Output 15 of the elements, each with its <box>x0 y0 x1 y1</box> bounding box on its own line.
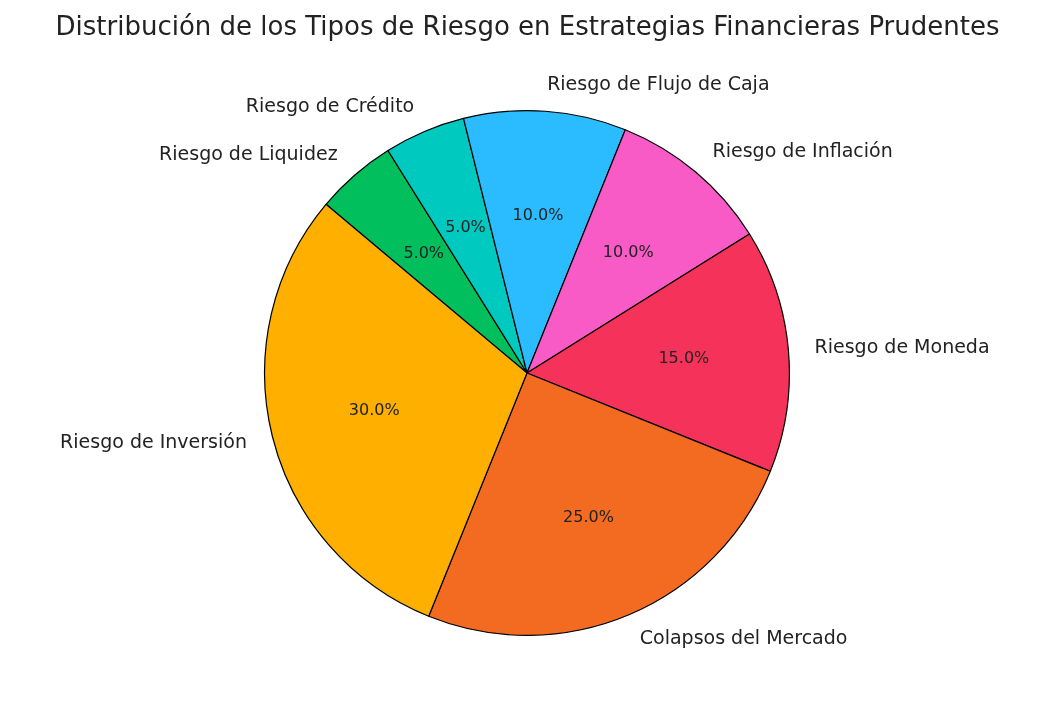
slice-label: Riesgo de Liquidez <box>159 142 338 165</box>
data-label: 25.0% <box>563 507 614 527</box>
data-label: 10.0% <box>512 205 564 225</box>
slice-label: Riesgo de Inflación <box>712 138 893 161</box>
data-label: 5.0% <box>403 243 445 263</box>
data-label: 10.0% <box>602 241 654 261</box>
data-label: 30.0% <box>348 400 400 420</box>
slice-label: Riesgo de Inversión <box>60 429 247 452</box>
data-label: 15.0% <box>658 348 710 368</box>
slice-label: Riesgo de Flujo de Caja <box>547 72 770 94</box>
data-label: 5.0% <box>445 217 486 237</box>
chart-title: Distribución de los Tipos de Riesgo en Estrategias Financieras Prudentes <box>55 10 1000 41</box>
slice-label: Colapsos del Mercado <box>639 625 848 648</box>
slice-label: Riesgo de Crédito <box>245 94 415 117</box>
slice-label: Riesgo de Moneda <box>814 334 990 357</box>
